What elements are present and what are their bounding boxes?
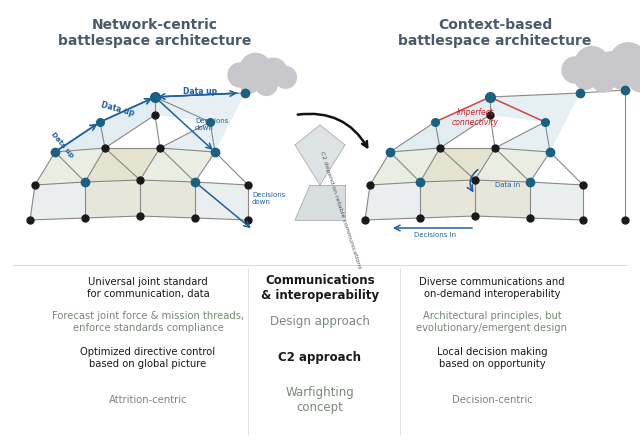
- Text: Universal joint standard
for communication, data: Universal joint standard for communicati…: [86, 277, 209, 299]
- Text: C2 approach: C2 approach: [278, 351, 362, 365]
- Circle shape: [240, 53, 271, 85]
- Polygon shape: [85, 148, 160, 182]
- Text: Forecast joint force & mission threads,
enforce standards compliance: Forecast joint force & mission threads, …: [52, 311, 244, 333]
- Text: Local decision making
based on opportunity: Local decision making based on opportuni…: [436, 347, 547, 369]
- Text: Data up: Data up: [100, 100, 136, 118]
- Text: Design approach: Design approach: [270, 315, 370, 329]
- Text: Warfighting
concept: Warfighting concept: [285, 386, 355, 414]
- Polygon shape: [55, 97, 155, 152]
- Circle shape: [610, 67, 632, 89]
- Text: Context-based
battlespace architecture: Context-based battlespace architecture: [398, 18, 592, 48]
- Text: C2 depend on reliable communications: C2 depend on reliable communications: [319, 150, 362, 269]
- Text: Communications
& interoperability: Communications & interoperability: [261, 274, 379, 302]
- Polygon shape: [390, 97, 490, 152]
- Circle shape: [260, 58, 287, 85]
- Circle shape: [592, 69, 615, 92]
- Text: Decisions In: Decisions In: [414, 232, 456, 238]
- Polygon shape: [420, 148, 495, 182]
- Circle shape: [575, 47, 609, 80]
- Text: Imperfect
connectivity: Imperfect connectivity: [452, 108, 499, 127]
- Circle shape: [612, 61, 636, 84]
- Polygon shape: [365, 180, 583, 220]
- Text: Decision-centric: Decision-centric: [452, 395, 532, 405]
- Polygon shape: [155, 93, 245, 152]
- Circle shape: [255, 74, 277, 95]
- Text: Data in: Data in: [495, 182, 520, 188]
- Circle shape: [228, 63, 252, 87]
- Circle shape: [562, 57, 588, 83]
- Circle shape: [240, 74, 259, 93]
- Circle shape: [634, 49, 640, 79]
- Circle shape: [628, 67, 640, 92]
- Text: Data up: Data up: [50, 131, 74, 159]
- Polygon shape: [30, 180, 248, 220]
- Circle shape: [275, 67, 296, 88]
- Circle shape: [597, 52, 626, 80]
- Text: Diverse communications and
on-demand interoperability: Diverse communications and on-demand int…: [419, 277, 565, 299]
- Circle shape: [596, 54, 624, 82]
- Text: Data up: Data up: [183, 87, 217, 96]
- Circle shape: [610, 43, 640, 79]
- Polygon shape: [295, 125, 345, 185]
- Circle shape: [575, 69, 596, 90]
- Polygon shape: [490, 93, 580, 152]
- Polygon shape: [370, 148, 550, 185]
- Text: Optimized directive control
based on global picture: Optimized directive control based on glo…: [81, 347, 216, 369]
- Text: Decisions
down: Decisions down: [252, 192, 285, 205]
- Text: Network-centric
battlespace architecture: Network-centric battlespace architecture: [58, 18, 252, 48]
- Text: Architectural principles, but
evolutionary/emergent design: Architectural principles, but evolutiona…: [417, 311, 568, 333]
- Polygon shape: [35, 148, 215, 185]
- Text: Attrition-centric: Attrition-centric: [109, 395, 188, 405]
- Polygon shape: [420, 180, 530, 218]
- Polygon shape: [295, 185, 345, 220]
- Polygon shape: [85, 180, 195, 218]
- Text: Decisions
down: Decisions down: [195, 118, 228, 131]
